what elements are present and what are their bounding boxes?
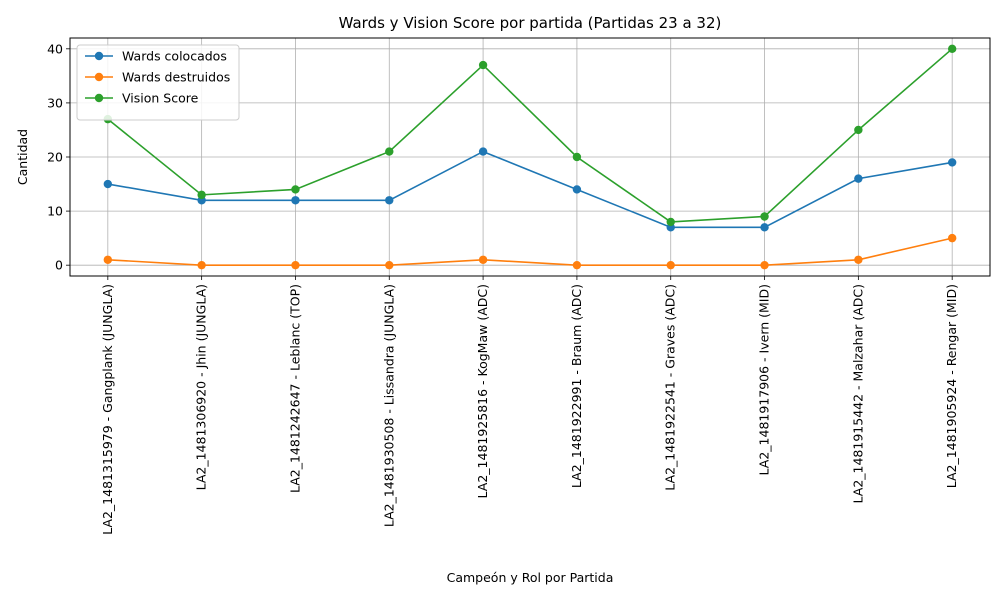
series-line-1 <box>107 150 953 229</box>
legend-marker <box>94 51 104 61</box>
data-point <box>760 260 769 270</box>
data-point <box>291 260 300 270</box>
data-point <box>572 260 582 270</box>
data-point <box>666 260 675 270</box>
data-point <box>947 158 957 167</box>
data-point <box>666 217 675 227</box>
data-point <box>760 212 769 221</box>
data-point <box>197 190 206 200</box>
data-point <box>947 44 957 54</box>
x-tick-label: LA2_1481925816 - KogMaw (ADC) <box>475 284 490 498</box>
data-point <box>572 152 582 162</box>
y-axis-label: Cantidad <box>15 129 30 185</box>
y-tick-label: 20 <box>47 150 63 165</box>
data-point <box>478 255 488 264</box>
x-tick-label: LA2_1481930508 - Lissandra (JUNGLA) <box>381 284 396 527</box>
y-tick-label: 40 <box>47 41 63 56</box>
data-point <box>103 255 113 264</box>
data-point <box>478 60 488 70</box>
data-point <box>385 260 394 270</box>
legend-marker <box>94 72 104 82</box>
legend-marker <box>94 93 104 103</box>
y-tick-label: 10 <box>47 204 63 219</box>
legend-label: Vision Score <box>122 91 199 106</box>
x-tick-label: LA2_1481905924 - Rengar (MID) <box>944 284 959 488</box>
legend-label: Wards colocados <box>122 49 227 64</box>
x-tick-label: LA2_1481922541 - Graves (ADC) <box>663 284 678 491</box>
data-point <box>572 185 582 194</box>
data-point <box>385 196 394 205</box>
data-point <box>103 179 113 189</box>
data-point <box>854 255 863 264</box>
x-tick-label: LA2_1481242647 - Leblanc (TOP) <box>287 284 302 493</box>
y-tick-label: 0 <box>55 258 63 273</box>
x-tick-label: LA2_1481922991 - Braum (ADC) <box>569 284 584 488</box>
legend-label: Wards destruidos <box>122 70 230 85</box>
legend: Wards colocados Wards destruidos Vision Sc… <box>76 44 240 121</box>
data-point <box>291 196 300 205</box>
series-layer <box>103 44 957 270</box>
data-point <box>478 147 488 156</box>
x-axis-label: Campeón y Rol por Partida <box>447 570 614 585</box>
x-tick-label: LA2_1481315979 - Gangplank (JUNGLA) <box>100 284 115 535</box>
series-line-3 <box>107 48 953 223</box>
data-point <box>385 147 394 156</box>
axes: LA2_1481315979 - Gangplank (JUNGLA) LA2_1… <box>47 41 959 535</box>
x-tick-label: LA2_1481915442 - Malzahar (ADC) <box>850 284 865 503</box>
chart-title: Wards y Vision Score por partida (Partid… <box>339 14 722 32</box>
data-point <box>854 125 863 135</box>
x-tick-label: LA2_1481917906 - Ivern (MID) <box>757 284 772 475</box>
data-point <box>760 223 769 232</box>
data-point <box>947 233 957 243</box>
legend-box <box>76 44 240 121</box>
data-point <box>197 260 206 270</box>
series-line-2 <box>107 237 953 266</box>
data-point <box>854 174 863 183</box>
y-tick-label: 30 <box>47 95 63 110</box>
data-point <box>291 185 300 194</box>
x-tick-label: LA2_1481306920 - Jhin (JUNGLA) <box>194 284 209 490</box>
